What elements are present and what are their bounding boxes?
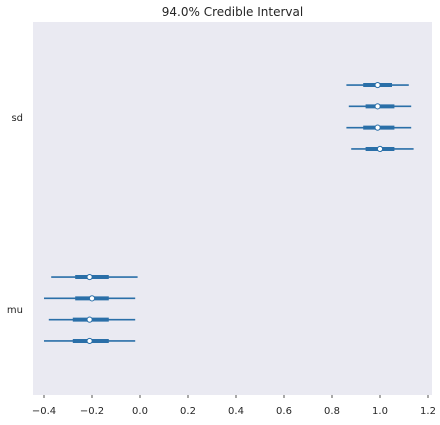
- x-tick-label: −0.2: [80, 406, 104, 417]
- x-tick-label: 0.4: [228, 406, 244, 417]
- median-point: [374, 81, 381, 89]
- y-category-label: sd: [11, 113, 23, 124]
- x-tick-label: 0.2: [180, 406, 196, 417]
- x-tick-label: 1.0: [372, 406, 388, 417]
- median-point: [376, 145, 384, 153]
- median-point: [374, 124, 381, 131]
- y-axis: sd mu: [7, 113, 23, 316]
- median-point: [86, 337, 93, 345]
- chart-title: 94.0% Credible Interval: [162, 5, 303, 19]
- y-category-label: mu: [7, 305, 23, 316]
- x-axis: −0.4 −0.2 0.0 0.2 0.4 0.6 0.8 1.0 1.2: [32, 395, 436, 417]
- x-tick-label: 0.0: [132, 406, 148, 417]
- x-tick-label: 1.2: [420, 406, 436, 417]
- plot-marks: [44, 81, 414, 345]
- median-point: [88, 295, 96, 302]
- x-tick-label: −0.4: [32, 406, 56, 417]
- median-point: [86, 316, 93, 323]
- x-tick-label: 0.6: [276, 406, 292, 417]
- median-point: [374, 103, 381, 110]
- x-tick-label: 0.8: [324, 406, 340, 417]
- median-point: [86, 273, 93, 281]
